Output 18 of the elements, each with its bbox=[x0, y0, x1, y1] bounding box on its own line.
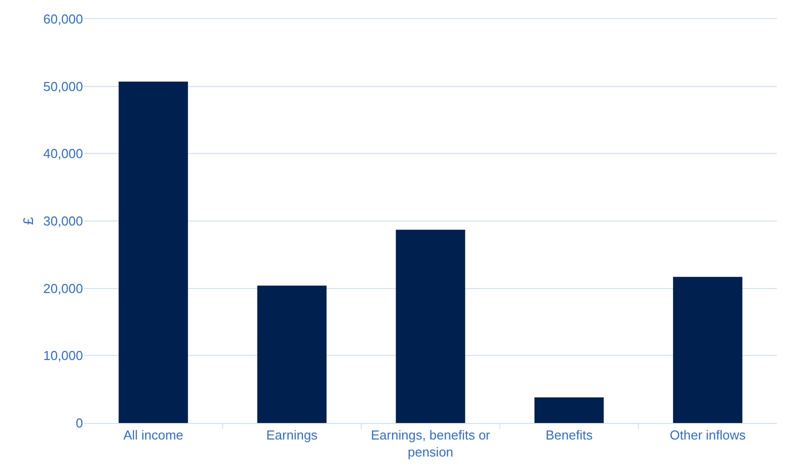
y-axis-title: £ bbox=[20, 216, 36, 225]
y-tick-label: 50,000 bbox=[43, 78, 83, 94]
bar bbox=[257, 286, 327, 423]
bar bbox=[673, 276, 742, 423]
y-tick-label: 40,000 bbox=[43, 146, 83, 162]
bar bbox=[396, 230, 466, 423]
y-tick-label: 10,000 bbox=[43, 348, 83, 364]
y-tick-label: 60,000 bbox=[43, 12, 83, 27]
y-tick-label: 20,000 bbox=[43, 280, 83, 296]
x-tick-label: Other inflows bbox=[670, 428, 746, 443]
bar bbox=[118, 82, 188, 423]
x-tick-label: Earnings bbox=[266, 428, 318, 443]
x-tick-label: Benefits bbox=[546, 428, 594, 443]
y-tick-label: 0 bbox=[76, 416, 83, 431]
y-tick-label: 30,000 bbox=[43, 214, 83, 229]
x-tick-label: All income bbox=[123, 428, 184, 443]
x-tick-label: Earnings, benefits or pension bbox=[370, 428, 491, 460]
bar bbox=[534, 397, 604, 423]
